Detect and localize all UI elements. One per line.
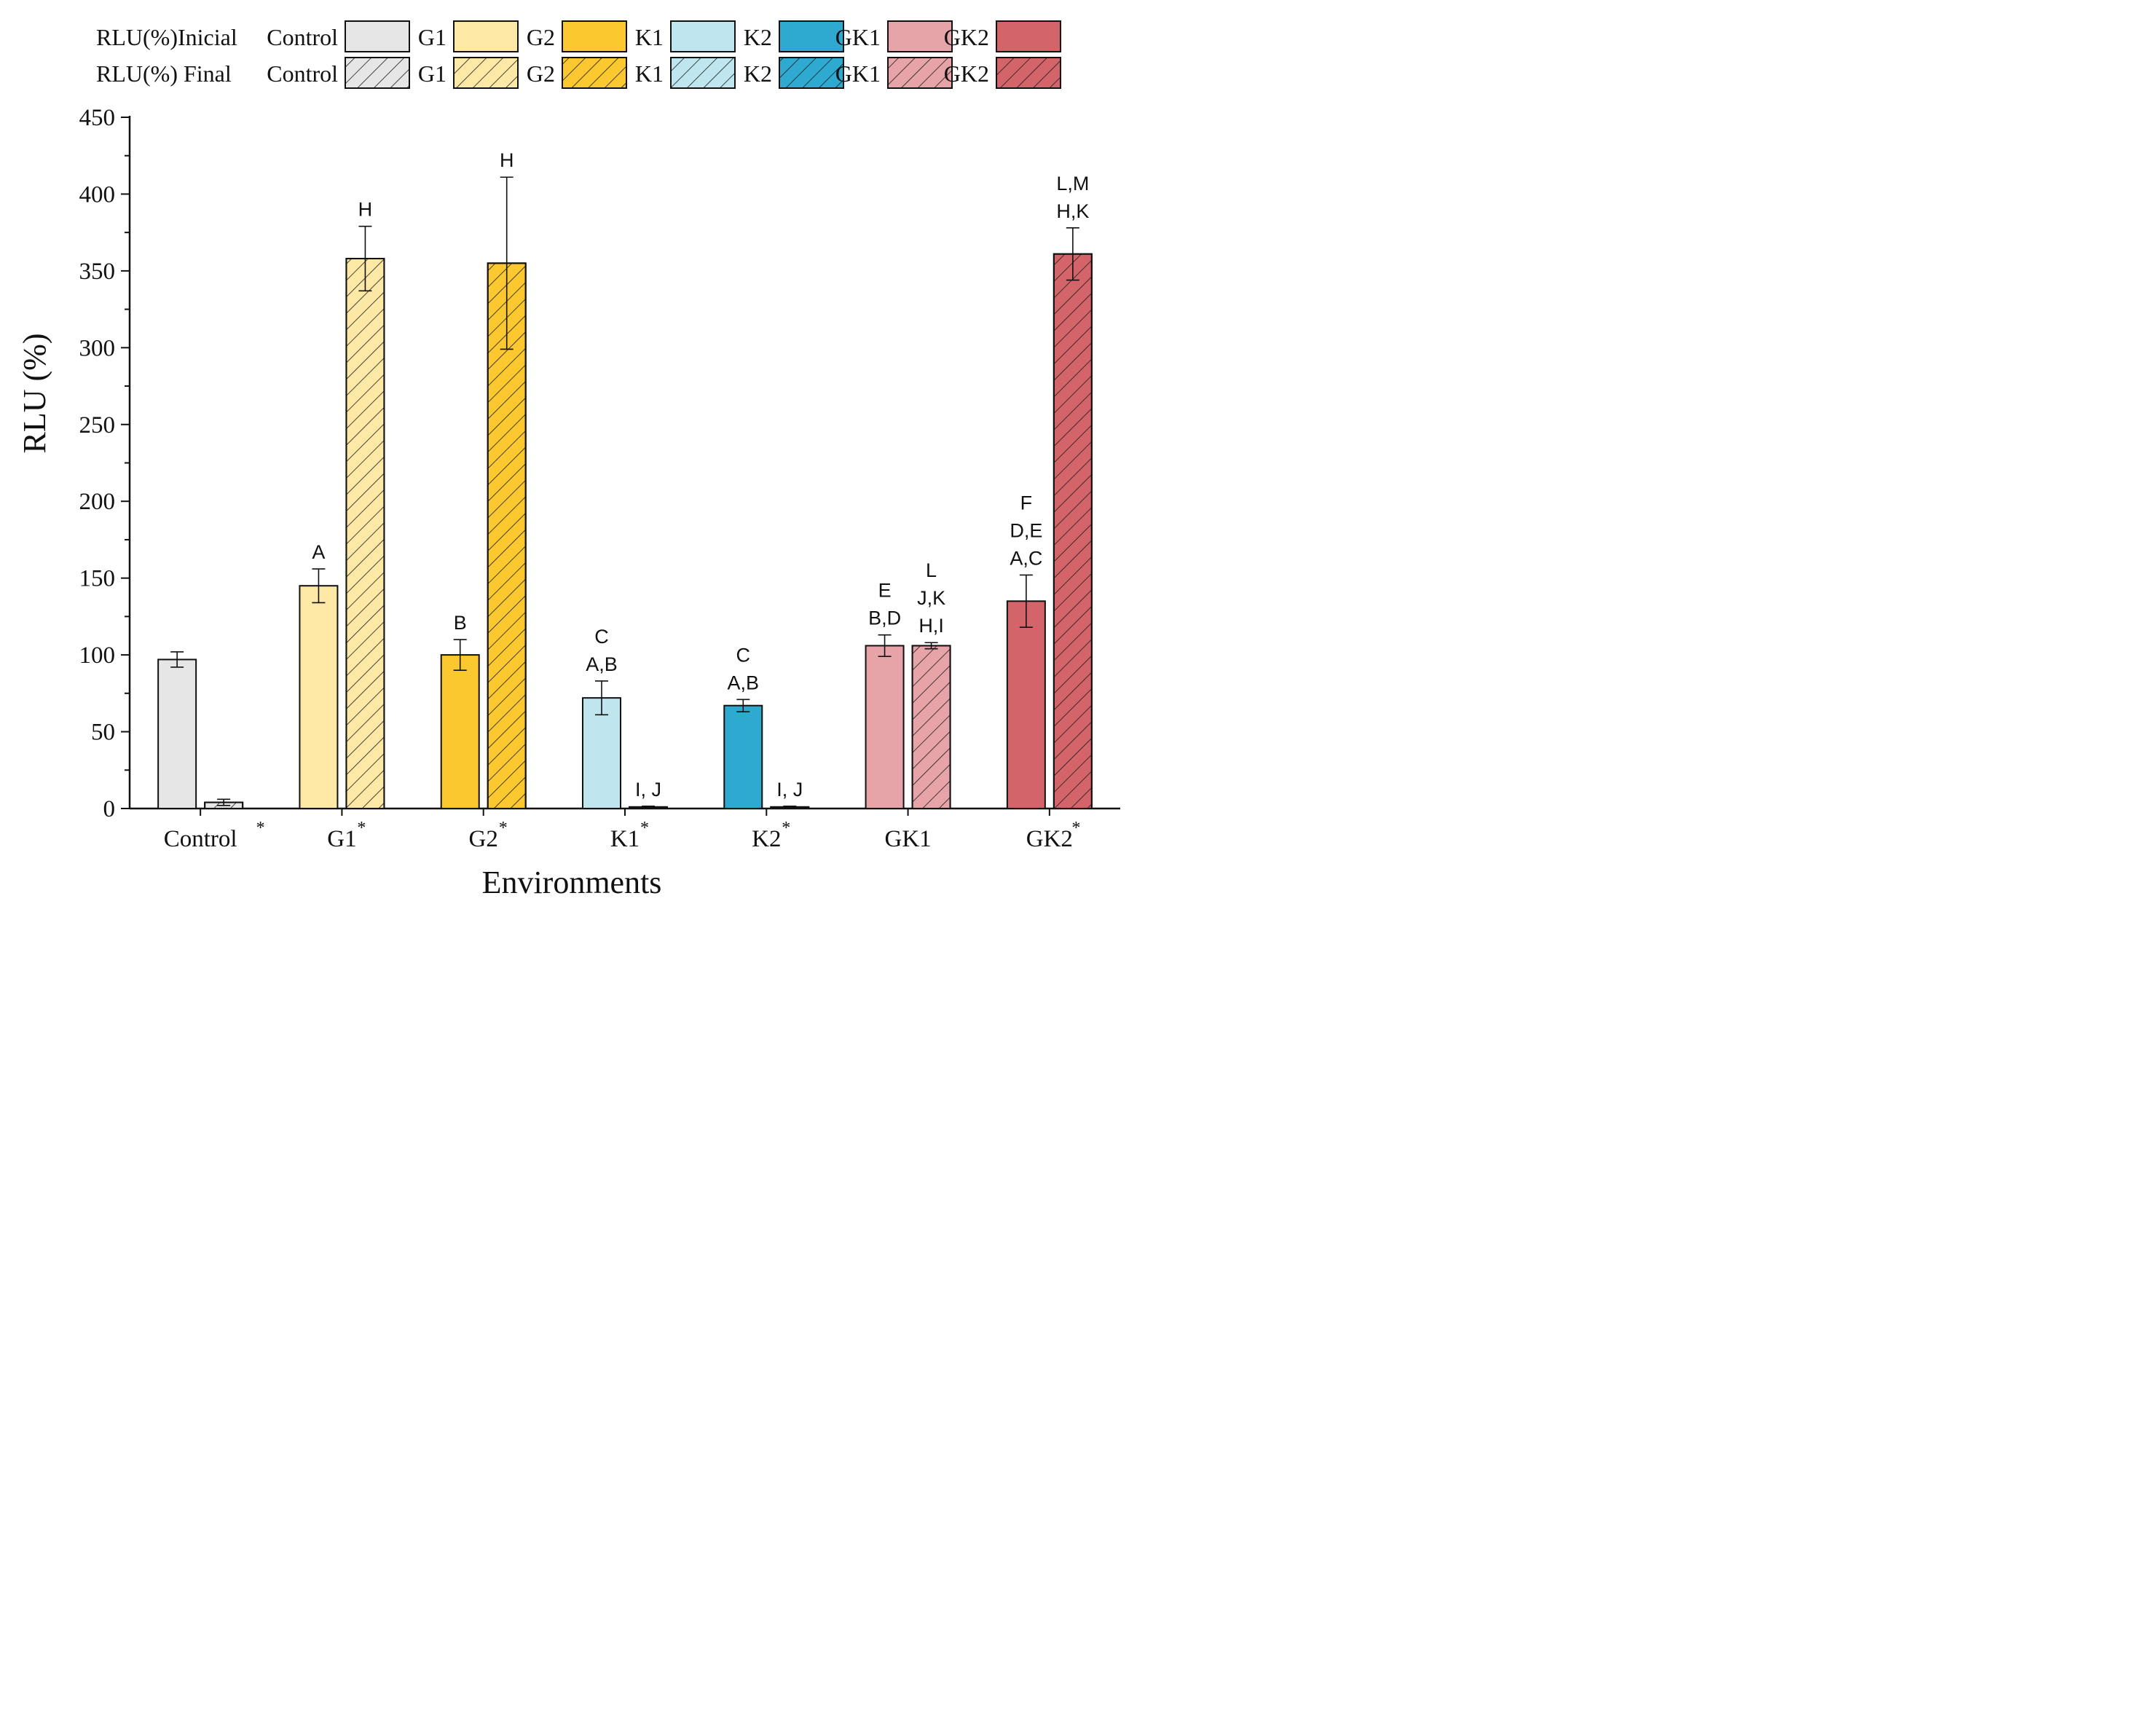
legend-swatch	[779, 20, 844, 52]
bar-initial-g2	[440, 654, 480, 809]
y-tick-label: 250	[79, 412, 116, 438]
significance-label: B,D	[868, 607, 901, 629]
legend-swatch-hatch	[453, 57, 519, 89]
significance-label: E	[878, 580, 892, 602]
bar-initial-k1	[582, 697, 621, 809]
y-tick-label: 0	[103, 796, 116, 822]
legend-swatch-hatch	[887, 57, 953, 89]
legend-item-label: G2	[527, 60, 555, 87]
x-tick-asterisk: *	[1071, 819, 1080, 838]
y-tick-label: 300	[79, 335, 116, 361]
x-tick-asterisk: *	[357, 819, 366, 838]
significance-label: L,M	[1056, 173, 1089, 194]
significance-label: F	[1020, 492, 1033, 514]
significance-label: H,I	[918, 615, 944, 637]
significance-label: A,B	[728, 672, 760, 693]
legend-item-label: G2	[527, 24, 555, 50]
x-tick-label: GK2	[1026, 826, 1073, 852]
y-tick-label: 150	[79, 566, 116, 592]
legend-item-label: GK1	[835, 60, 881, 87]
legend-row-label: RLU(%) Final	[96, 60, 232, 87]
legend-item-label: GK2	[944, 60, 989, 87]
legend: RLU(%)Inicial Control G1 G2 K1 K2 GK1 GK2 RLU(%)…	[96, 20, 1061, 89]
plot-area: A H B H C A,B I, J C A,B I, J E B,D L J,K H,I F D,E A,C L,…	[157, 149, 1093, 810]
x-tick-asterisk: *	[782, 819, 790, 838]
significance-label: H,K	[1056, 200, 1089, 222]
bar-hatch-g2	[487, 262, 527, 810]
significance-label: D,E	[1010, 519, 1042, 541]
significance-label: L	[926, 559, 937, 581]
significance-label: H	[500, 149, 514, 171]
significance-label: A	[312, 541, 325, 563]
significance-label: J,K	[917, 587, 945, 609]
legend-item-label: Control	[267, 24, 338, 50]
significance-label: C	[736, 644, 751, 666]
legend-item-label: GK2	[944, 24, 989, 50]
bar-hatch-gk2	[1053, 253, 1093, 809]
bar-hatch-g1	[345, 258, 385, 810]
bar-chart: RLU(%)Inicial Control G1 G2 K1 K2 GK1 GK2 RLU(%)…	[17, 20, 1120, 900]
legend-item-label: K2	[744, 60, 772, 87]
y-tick-label: 100	[79, 642, 116, 669]
legend-item-label: GK1	[835, 24, 881, 50]
legend-swatch-hatch	[670, 57, 736, 89]
significance-label: H	[358, 199, 373, 221]
bar-initial-k2	[723, 704, 763, 810]
significance-label: I, J	[776, 779, 803, 801]
legend-item-label: K1	[635, 60, 664, 87]
legend-swatch	[996, 20, 1061, 52]
legend-swatch-hatch	[345, 57, 410, 89]
axes: RLU (%) Environments 0 50 100 150 200 250 300 3…	[17, 105, 1120, 900]
legend-swatch-hatch	[562, 57, 627, 89]
bar-initial-g1	[299, 585, 339, 809]
bar-initial-control	[157, 658, 197, 810]
significance-label: I, J	[635, 779, 661, 801]
legend-swatch-hatch	[779, 57, 844, 89]
y-tick-label: 450	[79, 105, 116, 131]
bar-hatch-gk1	[911, 645, 951, 809]
bar-initial-gk2	[1006, 600, 1046, 809]
y-tick-label: 400	[79, 181, 116, 208]
significance-label: B	[454, 612, 467, 634]
legend-item-label: K1	[635, 24, 664, 50]
legend-swatch	[453, 20, 519, 52]
y-tick-label: 350	[79, 259, 116, 285]
x-tick-label: Control	[164, 826, 237, 852]
x-tick-asterisk: *	[256, 819, 265, 838]
x-tick-label: G2	[469, 826, 498, 852]
x-tick-asterisk: *	[640, 819, 649, 838]
legend-swatch	[345, 20, 410, 52]
legend-swatch	[562, 20, 627, 52]
y-tick-label: 200	[79, 489, 116, 515]
y-axis-title: RLU (%)	[17, 334, 52, 454]
legend-swatch	[670, 20, 736, 52]
x-axis-title: Environments	[482, 865, 662, 900]
y-tick-label: 50	[91, 720, 115, 746]
legend-row-label: RLU(%)Inicial	[96, 24, 237, 50]
legend-swatch-hatch	[996, 57, 1061, 89]
significance-label: C	[594, 626, 609, 648]
x-tick-label: K1	[610, 826, 640, 852]
legend-item-label: K2	[744, 24, 772, 50]
legend-item-label: G1	[418, 60, 446, 87]
legend-item-label: Control	[267, 60, 338, 87]
significance-label: A,C	[1010, 547, 1042, 569]
significance-label: A,B	[586, 653, 618, 675]
bar-initial-gk1	[865, 645, 905, 809]
legend-item-label: G1	[418, 24, 446, 50]
x-tick-label: G1	[327, 826, 356, 852]
x-tick-asterisk: *	[499, 819, 508, 838]
x-tick-label: GK1	[884, 826, 931, 852]
x-tick-label: K2	[752, 826, 781, 852]
legend-swatch	[887, 20, 953, 52]
